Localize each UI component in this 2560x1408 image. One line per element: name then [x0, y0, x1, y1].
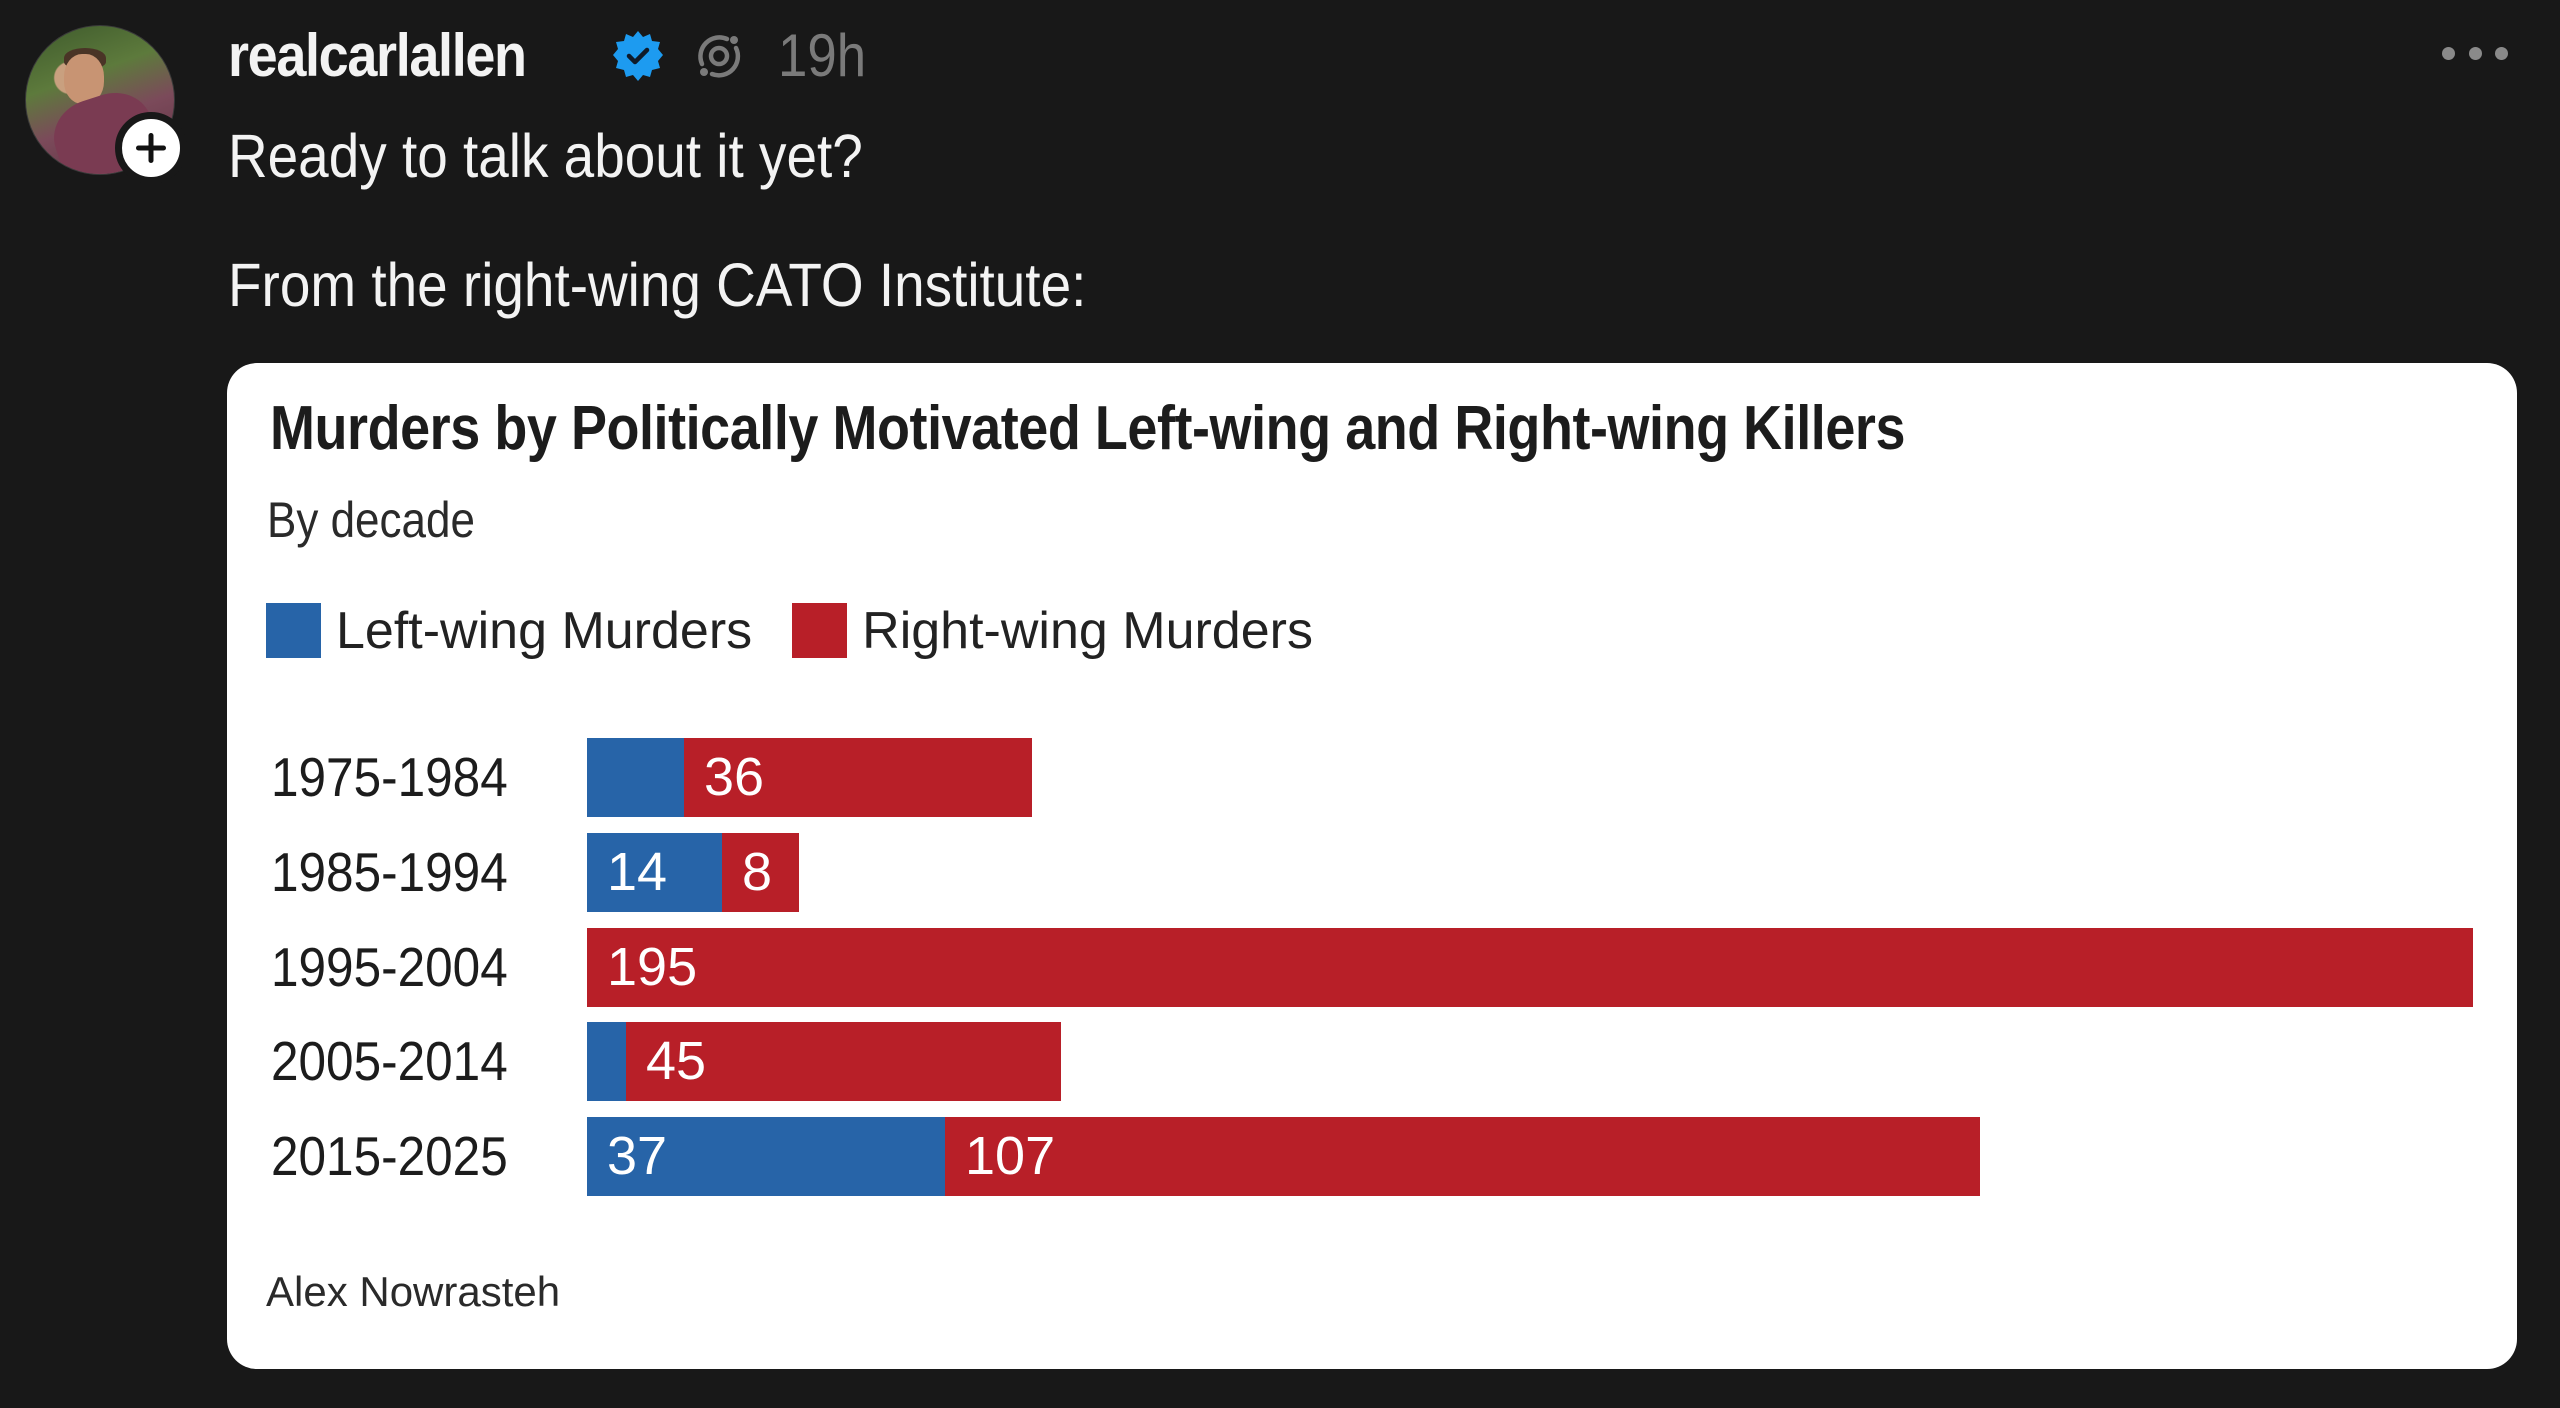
- ellipsis-dot-icon: [2442, 47, 2455, 60]
- post-timestamp: 19h: [778, 22, 867, 89]
- threads-repost-icon[interactable]: [692, 30, 746, 82]
- bar-value-label: 195: [607, 937, 698, 997]
- bar-segment-right-wing: 107: [945, 1117, 1980, 1196]
- stacked-bar: 37 107: [587, 1117, 1980, 1196]
- more-options-button[interactable]: [2442, 47, 2508, 63]
- legend-swatch-right-wing: [792, 603, 848, 658]
- chart-subtitle: By decade: [267, 492, 475, 548]
- stacked-bar: 36: [587, 738, 1032, 817]
- category-label: 1995-2004: [271, 936, 508, 998]
- stacked-bar: 14 8: [587, 833, 799, 912]
- bar-segment-right-wing: 45: [626, 1022, 1061, 1101]
- stacked-bar: 45: [587, 1022, 1061, 1101]
- stacked-bar: 195: [587, 928, 2473, 1007]
- chart-legend: Left-wing Murders Right-wing Murders: [266, 601, 1353, 661]
- bar-value-label: 37: [607, 1126, 668, 1186]
- ellipsis-dot-icon: [2468, 47, 2482, 60]
- chart-title: Murders by Politically Motivated Left-wi…: [270, 394, 1906, 463]
- legend-label: Right-wing Murders: [862, 601, 1313, 660]
- legend-label: Left-wing Murders: [336, 601, 753, 660]
- bar-segment-left-wing: [587, 1022, 626, 1101]
- bar-segment-right-wing: 8: [722, 833, 799, 912]
- legend-swatch-left-wing: [266, 603, 321, 658]
- bar-row: 1985-1994 14 8: [227, 833, 2517, 912]
- bar-value-label: 14: [607, 842, 668, 902]
- bar-row: 1975-1984 36: [227, 738, 2517, 817]
- username-link[interactable]: realcarlallen: [228, 22, 527, 89]
- post-text-line: From the right-wing CATO Institute:: [228, 251, 1087, 319]
- legend-item-left-wing: Left-wing Murders: [266, 601, 752, 661]
- bar-value-label: 36: [704, 747, 765, 807]
- bar-row: 2015-2025 37 107: [227, 1117, 2517, 1196]
- ellipsis-dot-icon: [2495, 47, 2508, 60]
- chart-source: Alex Nowrasteh: [266, 1268, 561, 1315]
- category-label: 2015-2025: [271, 1125, 508, 1187]
- bar-segment-left-wing: 14: [587, 833, 722, 912]
- category-label: 1975-1984: [271, 746, 508, 808]
- legend-item-right-wing: Right-wing Murders: [792, 601, 1313, 661]
- bar-value-label: 45: [646, 1031, 707, 1091]
- plus-icon: [136, 133, 166, 163]
- bar-value-label: 8: [742, 842, 773, 902]
- category-label: 2005-2014: [271, 1030, 508, 1092]
- bar-segment-left-wing: [587, 738, 684, 817]
- post-text-line: Ready to talk about it yet?: [228, 122, 863, 190]
- avatar[interactable]: [25, 25, 175, 175]
- bar-segment-right-wing: 195: [587, 928, 2473, 1007]
- follow-button[interactable]: [115, 112, 187, 184]
- bar-segment-left-wing: 37: [587, 1117, 945, 1196]
- verified-badge-icon: [613, 31, 663, 81]
- bar-row: 1995-2004 195: [227, 928, 2517, 1007]
- bar-value-label: 107: [965, 1126, 1056, 1186]
- category-label: 1985-1994: [271, 841, 508, 903]
- chart-image-card[interactable]: Murders by Politically Motivated Left-wi…: [227, 363, 2517, 1369]
- bar-segment-right-wing: 36: [684, 738, 1032, 817]
- bar-row: 2005-2014 45: [227, 1022, 2517, 1101]
